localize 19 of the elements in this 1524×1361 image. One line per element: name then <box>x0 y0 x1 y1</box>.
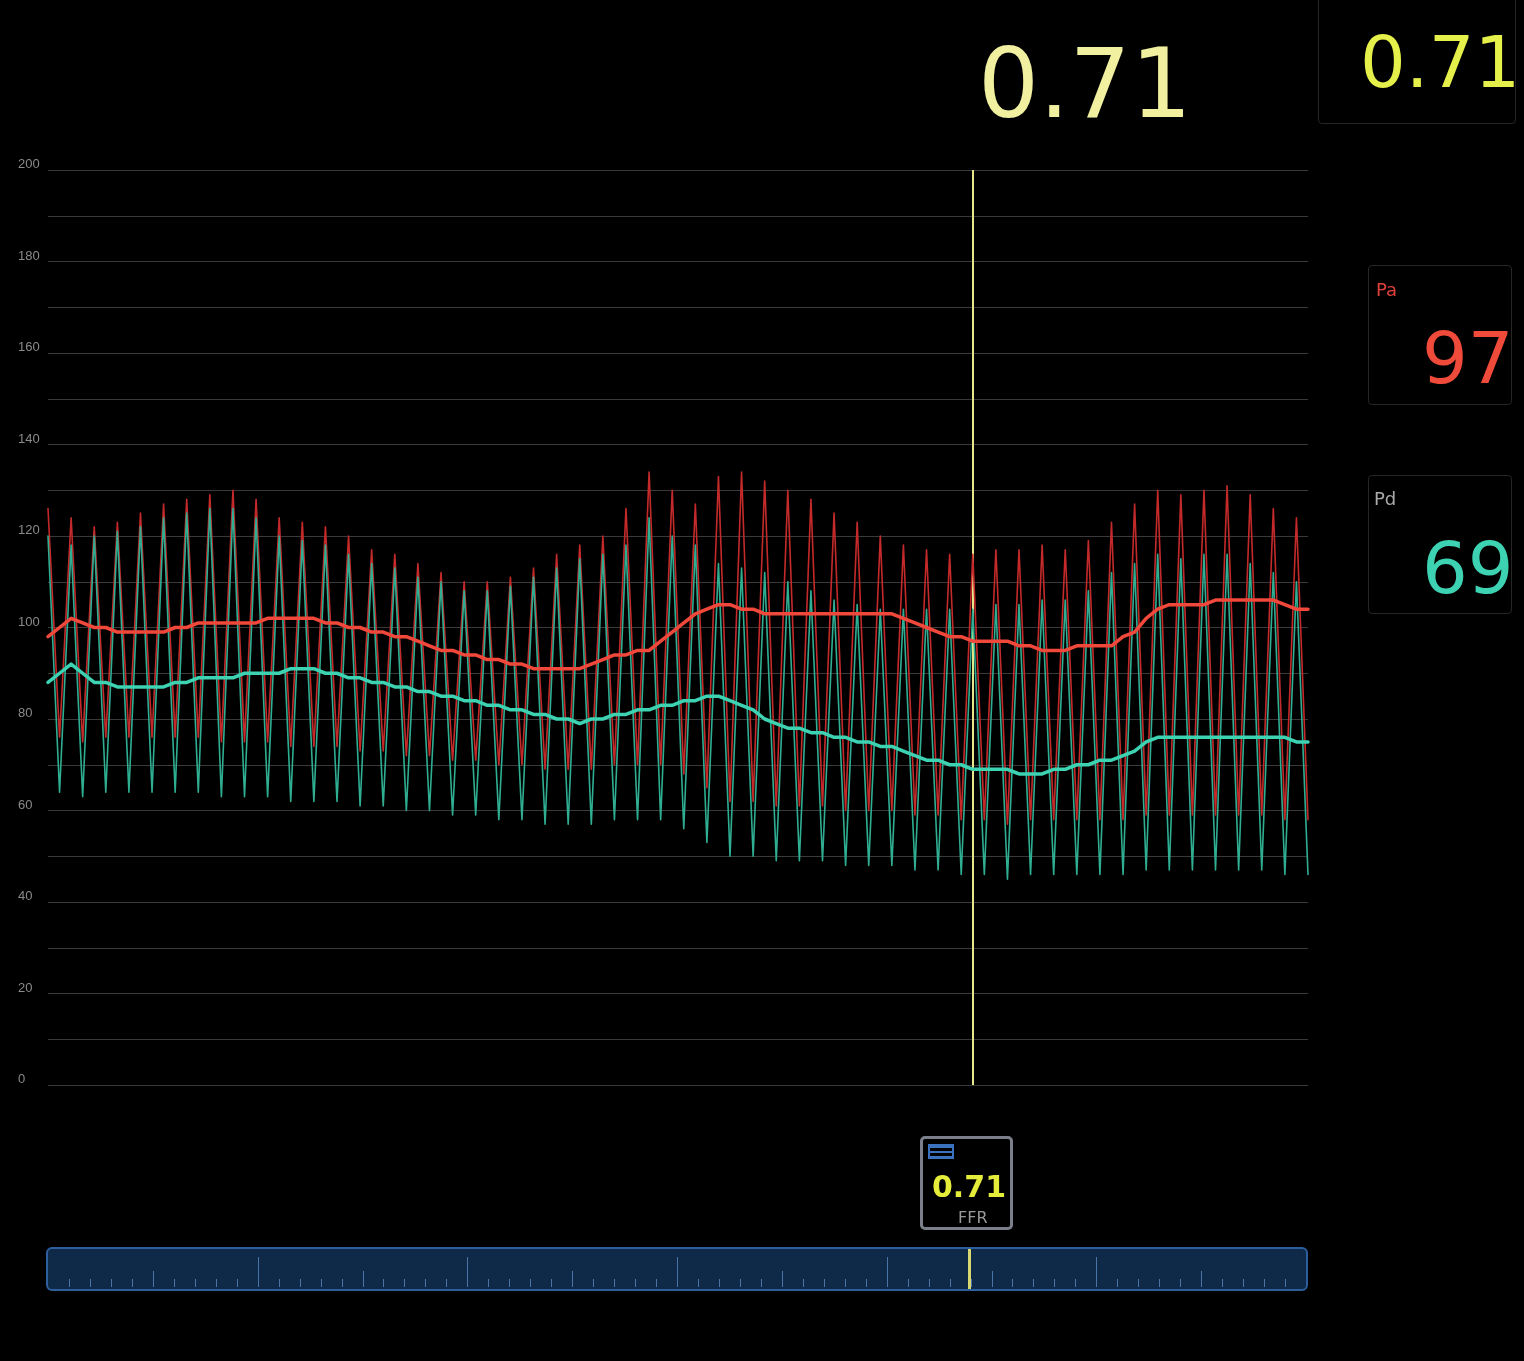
y-tick-label: 160 <box>18 339 40 354</box>
text: 97 <box>1422 316 1514 400</box>
y-tick-label: 0 <box>18 1071 26 1086</box>
y-tick-label: 180 <box>18 247 40 263</box>
y-tick-label: 40 <box>18 888 33 903</box>
y-tick-label: 60 <box>18 796 33 812</box>
y-tick-label: 100 <box>18 613 40 629</box>
y-tick-label: 200 <box>18 156 40 171</box>
text: 69 <box>1422 526 1514 610</box>
y-tick-label: 140 <box>18 430 40 446</box>
y-tick-label: 80 <box>18 705 33 720</box>
y-tick-label: 120 <box>18 522 40 537</box>
text: 0.71 <box>978 28 1192 140</box>
text: Pa <box>1376 279 1398 300</box>
y-tick-label: 20 <box>18 979 33 995</box>
text: FFR <box>958 1208 988 1227</box>
text: 0.71 <box>932 1169 1007 1204</box>
text: Pd <box>1374 488 1397 509</box>
text: 0.71 <box>1360 20 1521 104</box>
